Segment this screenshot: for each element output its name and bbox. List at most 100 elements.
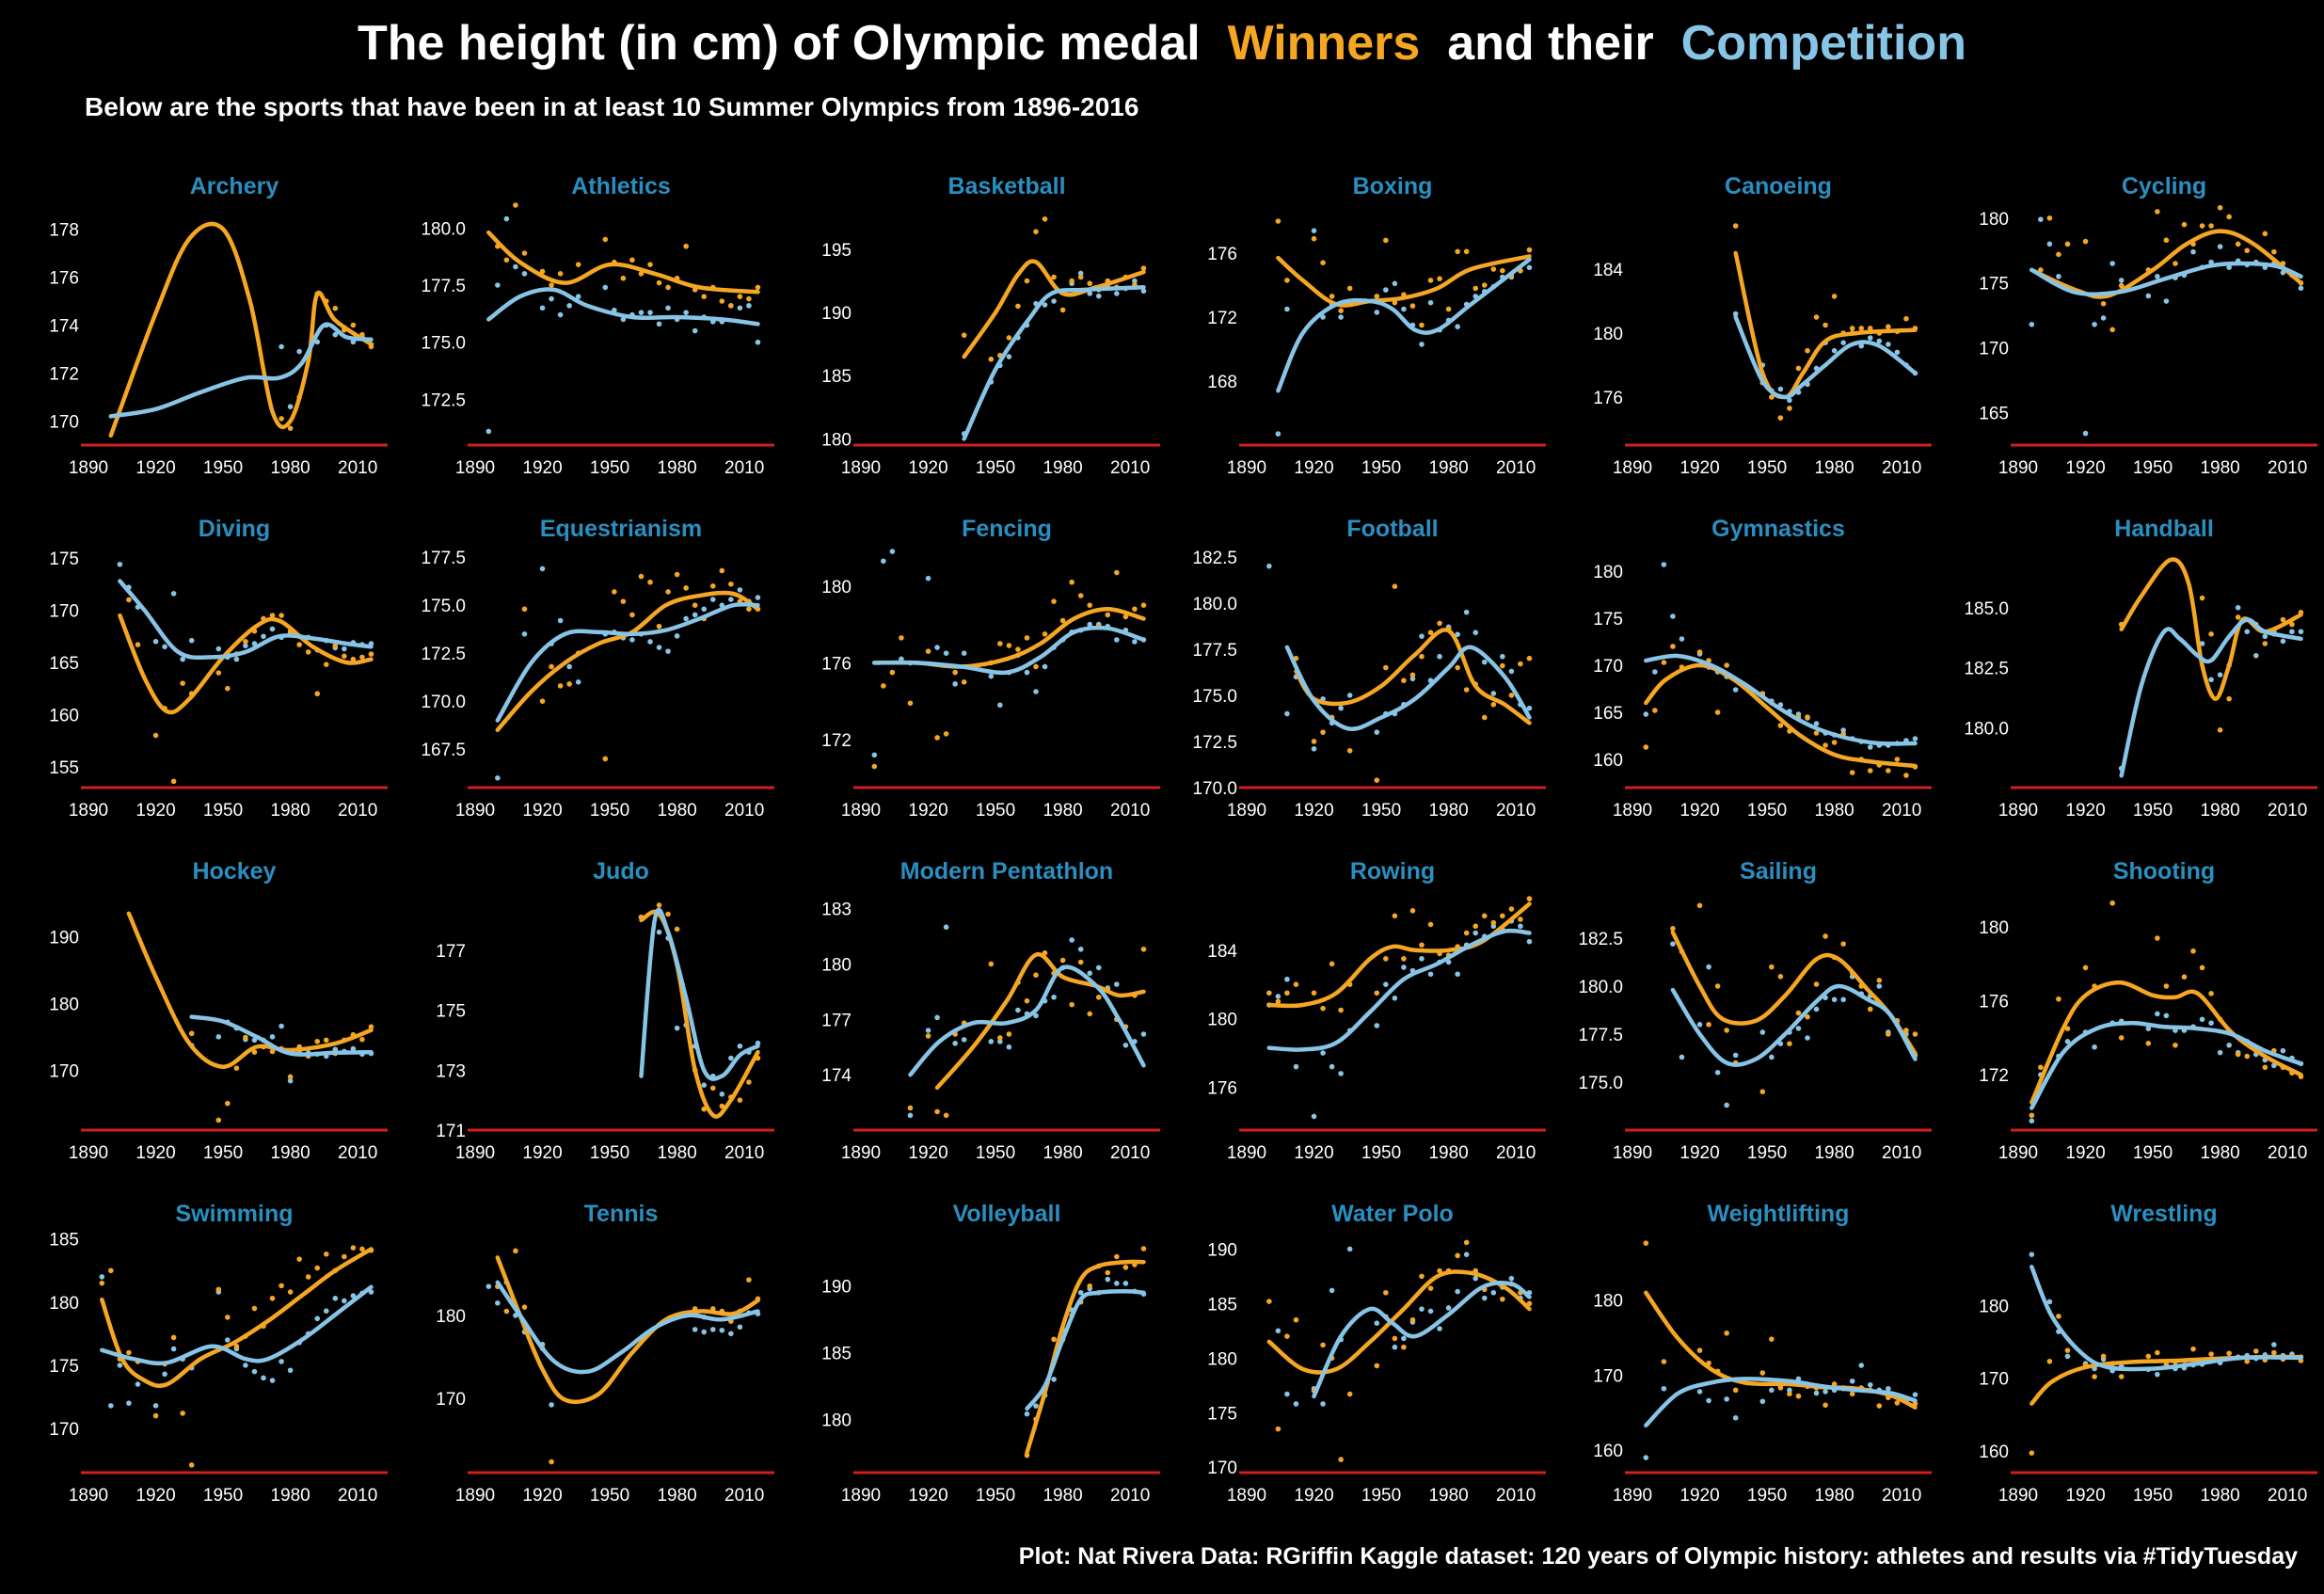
competition-point — [1643, 1455, 1649, 1460]
winners-point — [1122, 614, 1129, 620]
panel-title: Canoeing — [1725, 173, 1832, 199]
y-tick-label: 183 — [821, 901, 852, 920]
winners-point — [1706, 1022, 1711, 1028]
panel-title: Wrestling — [2110, 1201, 2217, 1227]
winners-point — [1051, 274, 1057, 280]
competition-point — [1481, 1295, 1488, 1301]
winners-point — [1320, 260, 1326, 266]
winners-point — [1140, 265, 1147, 271]
winners-point — [1696, 902, 1703, 909]
competition-trend-line — [962, 284, 1146, 441]
competition-point — [1759, 1029, 1766, 1035]
winners-point — [180, 1411, 185, 1416]
winners-point — [549, 1459, 554, 1465]
competition-point — [2289, 629, 2295, 635]
y-tick-label: 180 — [821, 955, 852, 975]
panel-archery: Archery 1890 1920 1950 1980 2010 170 172 174 176 1… — [49, 173, 388, 478]
x-tick-label: 1980 — [657, 1486, 696, 1506]
x-tick-label: 2010 — [2268, 1143, 2307, 1163]
x-tick-label: 1920 — [2065, 801, 2105, 821]
winners-point — [332, 305, 339, 311]
competition-point — [952, 681, 958, 687]
winners-point — [647, 262, 653, 267]
y-tick-label: 172 — [1207, 309, 1237, 328]
competition-point — [261, 633, 266, 640]
winners-point — [2092, 1374, 2097, 1379]
competition-point — [368, 1289, 374, 1295]
x-tick-label: 1950 — [1361, 1143, 1401, 1163]
competition-point — [1840, 340, 1846, 346]
competition-point — [1114, 637, 1120, 643]
winners-point — [314, 1038, 321, 1044]
competition-point — [2092, 322, 2097, 327]
competition-point — [1132, 639, 1138, 645]
competition-trend-line — [1312, 1281, 1532, 1399]
x-tick-label: 1920 — [522, 1143, 562, 1163]
winners-point — [1481, 282, 1488, 288]
winners-point — [1867, 768, 1873, 773]
y-tick-label: 180 — [1593, 325, 1623, 344]
winners-point — [1894, 1400, 1901, 1406]
winners-point — [539, 698, 546, 704]
winners-point — [1077, 959, 1084, 965]
competition-point — [899, 656, 904, 662]
winners-point — [1526, 896, 1533, 901]
x-tick-label: 1890 — [841, 801, 881, 821]
competition-point — [755, 595, 761, 600]
winners-trend-line — [1644, 662, 1918, 769]
competition-point — [755, 339, 761, 345]
competition-trend-line — [189, 1014, 374, 1057]
competition-point — [1266, 563, 1272, 569]
winners-point — [233, 1065, 240, 1071]
y-tick-label: 180 — [821, 578, 852, 598]
winners-point — [1696, 649, 1703, 655]
y-tick-label: 180 — [1979, 1297, 2009, 1316]
competition-point — [1419, 1306, 1425, 1312]
winners-point — [1006, 1031, 1012, 1037]
competition-point — [269, 1034, 276, 1040]
competition-point — [709, 1327, 716, 1332]
y-tick-label: 180 — [1207, 1349, 1237, 1369]
winners-point — [1346, 747, 1353, 754]
winners-point — [549, 663, 554, 670]
winners-point — [215, 1117, 222, 1124]
competition-point — [485, 428, 492, 435]
panel-title: Tennis — [584, 1201, 659, 1227]
panel-shooting: Shooting 1890 1920 1950 1980 2010 172 176 180 — [1979, 858, 2317, 1163]
winners-point — [1714, 983, 1721, 989]
y-tick-label: 185 — [49, 1231, 79, 1251]
competition-point — [2029, 1118, 2035, 1124]
x-tick-label: 1950 — [590, 1143, 629, 1163]
winners-trend-line — [495, 1255, 760, 1405]
y-tick-label: 170 — [49, 1061, 79, 1081]
x-tick-label: 1950 — [203, 458, 243, 478]
winners-point — [368, 1024, 374, 1030]
panel-hockey: Hockey 1890 1920 1950 1980 2010 170 180 190 — [49, 858, 388, 1163]
winners-point — [279, 613, 284, 618]
competition-point — [647, 639, 653, 645]
competition-point — [665, 648, 671, 654]
competition-point — [1518, 923, 1523, 930]
x-tick-label: 1920 — [908, 1486, 947, 1506]
winners-point — [961, 679, 967, 685]
winners-point — [269, 1295, 276, 1301]
winners-point — [1490, 266, 1497, 272]
y-tick-label: 175 — [49, 1357, 79, 1377]
competition-point — [314, 1315, 321, 1322]
competition-point — [2109, 261, 2115, 266]
competition-point — [2046, 241, 2053, 247]
x-tick-label: 1890 — [1227, 1486, 1266, 1506]
competition-point — [1311, 746, 1317, 752]
competition-point — [1140, 1031, 1147, 1037]
panel-volleyball: Volleyball 1890 1920 1950 1980 2010 180 185 190 — [821, 1201, 1160, 1506]
y-tick-label: 170 — [436, 1390, 466, 1410]
x-tick-label: 1980 — [1043, 1143, 1082, 1163]
competition-point — [1490, 691, 1497, 696]
competition-point — [269, 626, 276, 632]
winners-point — [746, 1079, 752, 1085]
y-tick-label: 185 — [821, 367, 852, 387]
winners-point — [871, 763, 878, 770]
panel-title: Fencing — [962, 516, 1052, 542]
winners-point — [907, 1105, 914, 1111]
panel-title: Football — [1346, 516, 1438, 542]
